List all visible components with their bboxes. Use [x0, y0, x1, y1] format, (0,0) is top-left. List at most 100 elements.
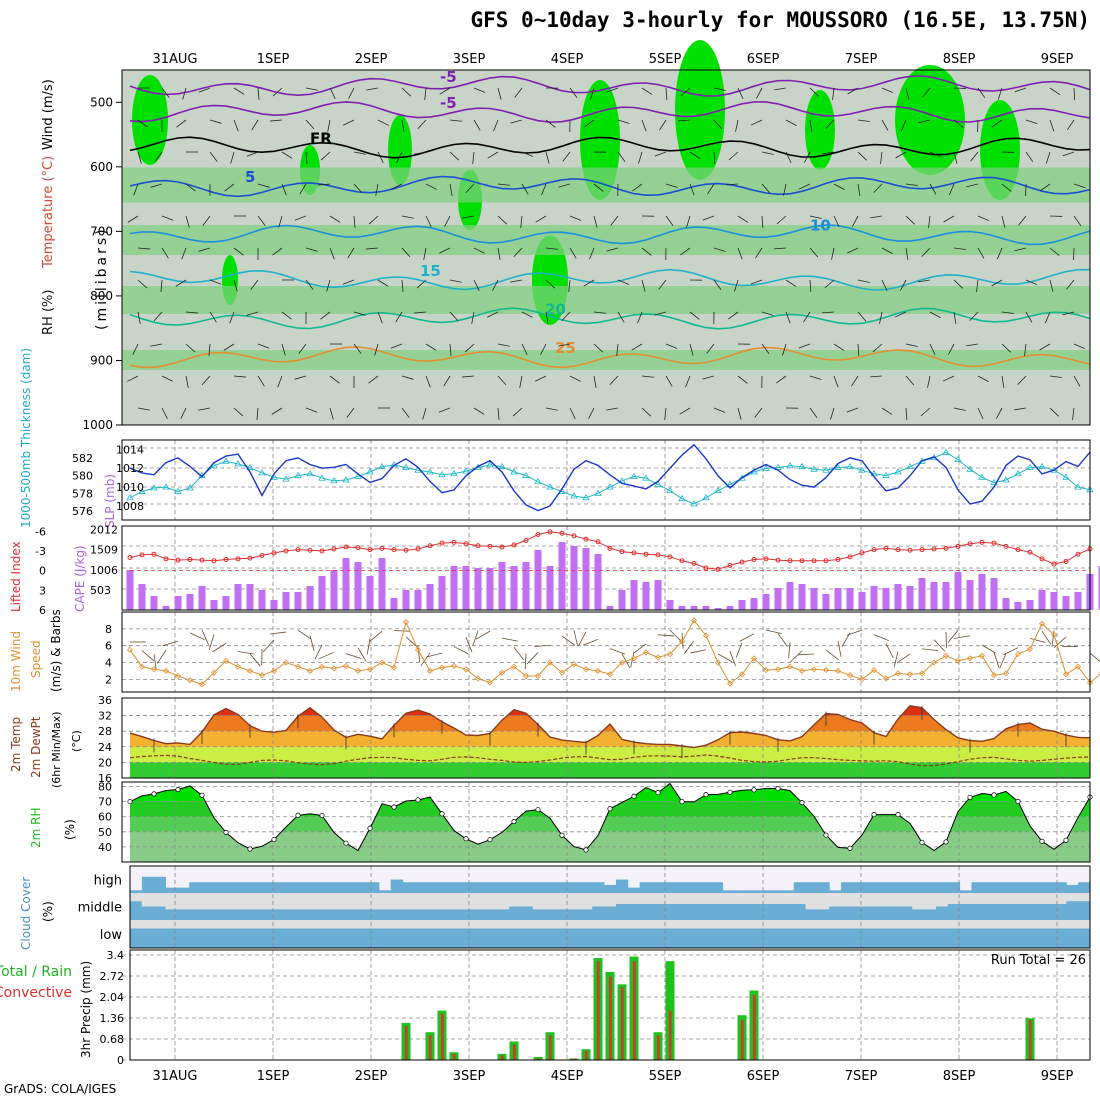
thickness-point [714, 486, 722, 494]
cloud-cell [651, 882, 664, 893]
wind-speed-point [1062, 671, 1070, 678]
thickness-point [570, 492, 578, 499]
rh2m-point [847, 845, 853, 851]
cape-bar [282, 592, 290, 610]
isotherm-line [129, 75, 1091, 97]
wind10m-barb [790, 650, 803, 663]
date-tick-label: 8SEP [943, 1069, 976, 1084]
cloud-gap [627, 920, 641, 929]
slp-line [129, 443, 1091, 512]
cloud-cell [485, 928, 498, 948]
wind-speed-point [714, 659, 722, 666]
cloud-gap [805, 920, 818, 929]
lifted-index-point [979, 539, 985, 545]
wind-barb [150, 183, 163, 188]
thickness-point [1014, 470, 1022, 477]
wind-barb [425, 375, 431, 388]
cloud-gap [414, 920, 427, 929]
wind-barb [545, 279, 556, 289]
wind10m-barb [162, 640, 179, 647]
cape-bar [1074, 592, 1082, 610]
wind10m-barb [947, 630, 959, 643]
wind-barb [761, 343, 770, 354]
thickness-tick-label: 576 [72, 505, 93, 518]
thickness-point [858, 466, 866, 473]
slp-tick-label: 1012 [116, 462, 144, 475]
wind-barb [558, 343, 571, 347]
cape-bar [186, 594, 194, 610]
cloud-cell [473, 909, 487, 920]
cloud-gap [924, 893, 937, 910]
wind-barb [928, 215, 931, 228]
wind-barb [658, 279, 667, 290]
wind-barb [209, 119, 222, 124]
cloud-cell [995, 928, 1008, 948]
cloud-cell [485, 909, 498, 920]
wind10m-barb [735, 642, 743, 658]
wind-barb [761, 183, 771, 194]
wind-barb [320, 151, 331, 161]
wind-barb [497, 87, 502, 100]
thickness-point [630, 472, 638, 479]
wind-barb [637, 311, 643, 324]
temp-tick-label: 20 [98, 756, 112, 769]
isotherm-line [129, 101, 1091, 124]
ytick-label: 600 [90, 160, 113, 174]
wind-barb [870, 215, 883, 219]
cloud-gap [319, 920, 332, 929]
thickness-point [498, 462, 506, 470]
wind-speed-point [354, 667, 362, 675]
wind10m-barb [212, 643, 227, 653]
wind-barb [329, 375, 340, 384]
wind-barb [444, 215, 451, 227]
thickness-point [306, 470, 314, 477]
lifted-index-point [895, 547, 901, 553]
wind-barb [977, 375, 989, 382]
cloud-cell [722, 890, 735, 893]
cloud-cell [355, 928, 368, 948]
wind-tick-label: 8 [105, 623, 112, 636]
wind-barb [617, 151, 626, 162]
wind-barb [929, 183, 937, 195]
cape-bar [918, 578, 926, 610]
wind-barb [366, 87, 379, 91]
wind-barb [137, 407, 150, 411]
wind-barb [473, 247, 485, 254]
cloud-cell [639, 928, 652, 948]
cloud-cell [260, 909, 273, 920]
wind10m-barb [297, 629, 312, 640]
wind-barb [922, 87, 931, 98]
cloud-cell [212, 909, 226, 920]
cloud-cell [829, 906, 842, 920]
wind-barb [449, 119, 462, 122]
wind-barb [1049, 279, 1054, 292]
wind-barb [449, 343, 452, 356]
thickness-point [954, 455, 962, 462]
wind-barb [377, 311, 383, 324]
wind-speed-point [582, 666, 590, 673]
cape-bar [834, 588, 842, 610]
wind-barb [809, 247, 819, 258]
cape-bar [570, 546, 578, 610]
cloud-cell [284, 909, 297, 920]
isotherm-label: -5 [440, 68, 457, 86]
wind10m-barb [208, 634, 215, 650]
wind-barb [1018, 215, 1027, 226]
cloud-gap [544, 920, 558, 929]
wind-barb [257, 215, 266, 226]
slp-tick-label: 1014 [116, 443, 144, 456]
wind-barb [395, 311, 403, 323]
wind-speed-point [942, 652, 950, 659]
cloud-gap [604, 893, 617, 907]
cloud-cell [698, 882, 712, 893]
rh2m-point [271, 836, 277, 843]
wind-barb [137, 151, 142, 164]
rh2m-point [823, 832, 829, 838]
cape-bar [798, 584, 806, 610]
wind10m-barb [739, 633, 755, 642]
wind-barb [588, 407, 595, 419]
wind-barb [390, 343, 403, 349]
wind-speed-point [378, 659, 386, 666]
wind-barb [977, 407, 984, 420]
lifted-index-point [727, 562, 733, 568]
